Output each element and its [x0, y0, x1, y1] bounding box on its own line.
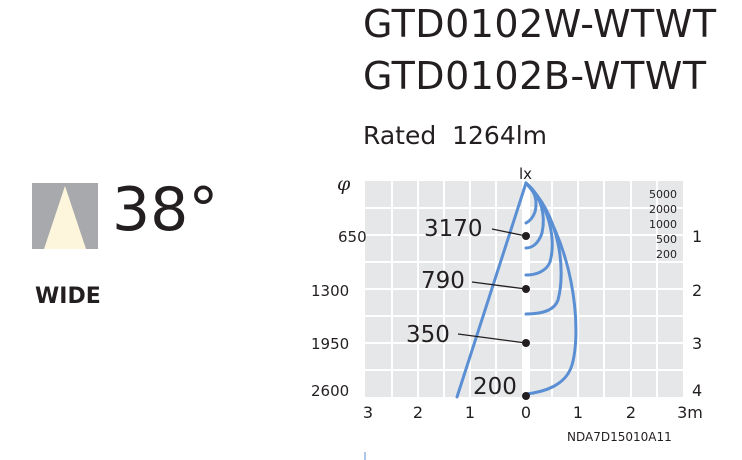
leader-790 — [471, 281, 527, 290]
x-tick-right-3m: 3m — [677, 403, 703, 422]
diameter-axis-symbol: φ — [337, 173, 351, 195]
center-lux-3m: 350 — [406, 322, 450, 348]
diameter-label-2600: 2600 — [311, 382, 349, 400]
model-number-white: GTD0102W-WTWT — [363, 2, 717, 46]
center-lux-4m: 200 — [473, 374, 517, 400]
leader-350 — [457, 333, 527, 344]
x-tick-right-1: 1 — [573, 403, 583, 422]
lux-level-2000: 2000 — [649, 203, 677, 216]
isolux-200 — [524, 181, 578, 396]
x-tick-center-0: 0 — [521, 403, 531, 422]
center-point-1 — [522, 232, 530, 240]
lux-level-200: 200 — [656, 248, 677, 261]
center-point-2 — [522, 285, 530, 293]
distance-label-2: 2 — [692, 281, 702, 300]
rated-label: Rated — [363, 121, 437, 150]
x-tick-left-1: 1 — [465, 403, 475, 422]
beam-angle-value: 38° — [112, 175, 219, 245]
beam-cone-icon — [44, 186, 86, 249]
leader-3170 — [491, 228, 527, 237]
beam-type-label: WIDE — [35, 284, 101, 309]
rated-lumen: Rated 1264lm — [363, 123, 547, 148]
model-number-black: GTD0102B-WTWT — [363, 54, 707, 98]
lux-level-5000: 5000 — [649, 188, 677, 201]
beam-angle-icon — [32, 183, 98, 249]
diameter-label-650: 650 — [338, 228, 367, 246]
diagram-code: NDA7D15010A11 — [567, 430, 672, 444]
center-point-4 — [522, 392, 530, 400]
x-tick-right-2: 2 — [626, 403, 636, 422]
diameter-label-1950: 1950 — [311, 335, 349, 353]
distance-label-4: 4 — [692, 381, 702, 400]
x-tick-left-2: 2 — [413, 403, 423, 422]
diagram-gridlines — [365, 181, 683, 397]
rated-value: 1264lm — [452, 121, 548, 150]
center-lux-2m: 790 — [421, 268, 465, 294]
x-tick-left-3: 3 — [363, 403, 373, 422]
distance-label-1: 1 — [692, 227, 702, 246]
center-lux-points — [522, 232, 530, 400]
center-point-3 — [522, 339, 530, 347]
lux-level-500: 500 — [656, 233, 677, 246]
cone-left-edge — [455, 181, 528, 399]
lux-leader-lines — [457, 228, 527, 344]
lux-level-1000: 1000 — [649, 218, 677, 231]
diameter-label-1300: 1300 — [311, 282, 349, 300]
center-lux-1m: 3170 — [424, 216, 483, 242]
lux-axis-label: lx — [519, 165, 532, 183]
distance-label-3: 3 — [692, 334, 702, 353]
illuminance-curves — [455, 181, 578, 399]
